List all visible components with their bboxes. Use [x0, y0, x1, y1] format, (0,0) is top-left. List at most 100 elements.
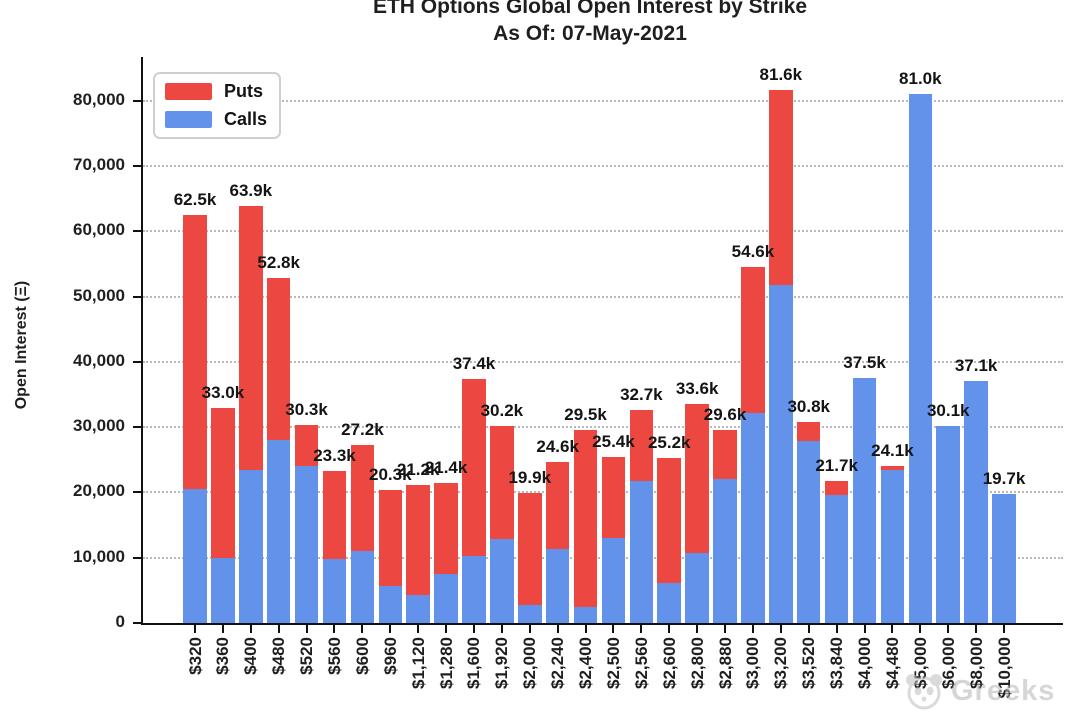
bar-total-label: 37.1k	[954, 355, 998, 375]
puts-bar-segment	[183, 214, 207, 490]
x-tick-mark	[807, 623, 810, 633]
y-tick-mark	[133, 295, 143, 298]
x-axis-spine	[141, 623, 1063, 625]
bar-total-label: 30.3k	[285, 400, 328, 420]
x-tick-label: $3,200	[771, 637, 791, 689]
y-tick-label: 60,000	[73, 220, 125, 240]
x-tick-mark	[612, 623, 615, 633]
puts-bar-segment	[239, 205, 263, 470]
y-tick-label: 0	[115, 612, 125, 631]
calls-bar-segment	[601, 538, 626, 623]
chart-title-line2: As Of: 07-May-2021	[493, 22, 687, 45]
calls-bar-segment	[211, 557, 235, 623]
y-tick-mark	[133, 556, 143, 559]
x-tick-label: $2,600	[659, 637, 679, 689]
puts-bar-segment	[294, 425, 319, 467]
x-tick-mark	[445, 623, 448, 633]
y-tick-label: 10,000	[73, 546, 125, 566]
puts-bar-segment	[769, 90, 793, 285]
y-tick-mark	[133, 99, 143, 102]
puts-bar-segment	[796, 421, 821, 441]
x-tick-label: $6,000	[938, 637, 958, 689]
x-tick-mark	[975, 623, 978, 633]
bar-total-label: 25.4k	[592, 432, 635, 452]
y-tick-mark	[133, 360, 143, 363]
x-tick-mark	[891, 623, 894, 633]
x-tick-label: $2,500	[603, 637, 623, 689]
x-tick-label: $600	[352, 637, 372, 675]
x-tick-mark	[194, 623, 196, 633]
puts-bar-segment	[880, 465, 905, 471]
puts-bar-segment	[824, 481, 849, 496]
x-tick-label: $3,520	[799, 637, 819, 689]
bar-total-label: 27.2k	[341, 420, 384, 440]
chart-legend: Puts Calls	[153, 72, 282, 139]
bar-total-label: 24.6k	[536, 437, 579, 457]
bar-total-label: 21.2k	[396, 459, 440, 479]
x-tick-mark	[919, 623, 922, 633]
gridline	[143, 99, 1063, 102]
calls-bar-segment	[741, 413, 765, 623]
bar-total-label: 29.5k	[564, 405, 607, 425]
y-tick-mark	[133, 164, 143, 167]
puts-bar-segment	[434, 483, 458, 575]
x-tick-mark	[835, 623, 838, 633]
bar-total-label: 24.1k	[871, 440, 914, 460]
puts-bar-segment	[741, 266, 765, 414]
puts-bar-segment	[350, 445, 375, 552]
y-axis-spine	[141, 57, 143, 625]
calls-bar-segment	[936, 426, 960, 623]
x-tick-mark	[751, 623, 754, 633]
legend-item-puts: Puts	[165, 81, 267, 102]
x-tick-label: $2,400	[576, 637, 596, 689]
puts-bar-segment	[406, 484, 430, 595]
x-tick-label: $320	[185, 637, 205, 675]
x-tick-label: $2,000	[520, 637, 540, 689]
calls-bar-segment	[992, 494, 1016, 623]
gridline	[143, 360, 1063, 363]
legend-item-calls: Calls	[165, 109, 267, 130]
x-tick-label: $4,480	[882, 637, 902, 689]
bar-total-label: 25.2k	[647, 433, 691, 453]
bar-total-label: 33.6k	[675, 378, 719, 398]
bar-total-label: 32.7k	[620, 384, 663, 404]
x-tick-label: $560	[324, 637, 344, 675]
puts-bar-segment	[601, 457, 626, 539]
x-tick-mark	[277, 623, 280, 633]
bar-total-label: 30.1k	[926, 401, 970, 421]
bar-total-label: 30.8k	[787, 396, 830, 416]
calls-bar-segment	[685, 553, 709, 623]
calls-bar-segment	[350, 551, 375, 623]
x-tick-label: $400	[241, 637, 261, 675]
calls-bar-segment	[406, 594, 430, 623]
x-tick-mark	[249, 623, 252, 633]
x-tick-label: $3,000	[743, 637, 763, 689]
x-tick-mark	[1003, 623, 1005, 633]
bar-total-label: 20.3k	[368, 465, 412, 485]
bar-total-label: 19.9k	[508, 468, 552, 488]
x-tick-mark	[584, 623, 587, 633]
y-tick-label: 40,000	[73, 350, 125, 370]
bar-total-label: 29.6k	[703, 404, 747, 424]
puts-bar-segment	[322, 470, 347, 559]
y-tick-label: 30,000	[73, 416, 125, 436]
bar-total-label: 23.3k	[313, 445, 356, 465]
calls-bar-segment	[880, 470, 905, 623]
gridline	[143, 164, 1063, 167]
y-tick-label: 50,000	[73, 285, 125, 305]
puts-bar-segment	[657, 458, 681, 583]
calls-bar-segment	[490, 539, 514, 623]
y-tick-label: 20,000	[73, 481, 125, 501]
x-tick-mark	[305, 623, 308, 633]
x-tick-label: $1,600	[464, 637, 484, 689]
gridline	[143, 426, 1063, 429]
calls-bar-segment	[462, 556, 486, 623]
puts-bar-segment	[462, 378, 486, 557]
x-tick-label: $960	[380, 637, 400, 675]
calls-bar-segment	[573, 606, 598, 623]
bar-total-label: 30.2k	[480, 400, 524, 420]
x-tick-label: $1,120	[408, 637, 428, 689]
x-tick-mark	[361, 623, 364, 633]
bar-total-label: 81.0k	[899, 69, 942, 89]
x-tick-label: $1,280	[436, 637, 456, 689]
